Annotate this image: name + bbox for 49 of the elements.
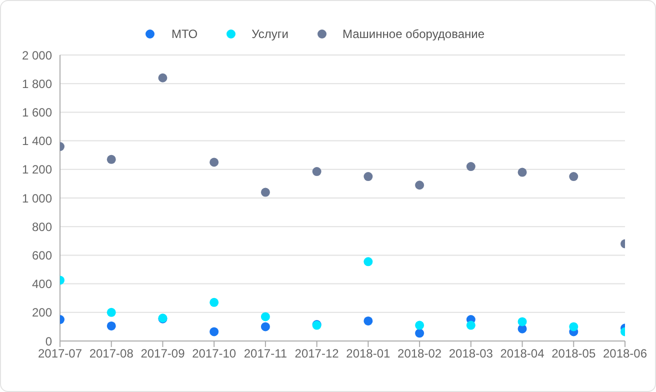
x-tick-label: 2018-01 <box>346 346 391 361</box>
x-tick-label: 2018-04 <box>500 346 545 361</box>
point <box>364 172 373 182</box>
point <box>210 158 219 167</box>
point <box>415 180 424 190</box>
legend-label: Машинное оборудование <box>342 27 485 41</box>
point <box>364 316 373 326</box>
y-tick-label: 1 600 <box>22 105 52 120</box>
point <box>260 322 270 332</box>
y-tick-label: 1 200 <box>22 162 52 177</box>
x-tick-label: 2018-05 <box>552 346 596 361</box>
x-tick-label: 2017-08 <box>89 346 134 361</box>
x-tick-label: 2017-07 <box>38 346 82 361</box>
y-tick-label: 2 000 <box>22 48 52 62</box>
point <box>210 298 219 307</box>
point <box>312 167 322 176</box>
point <box>260 312 270 322</box>
point <box>158 73 168 82</box>
point <box>106 154 116 164</box>
x-tick-label: 2017-11 <box>244 346 288 361</box>
y-tick-label: 0 <box>45 334 52 348</box>
point <box>466 162 476 172</box>
x-tick-label: 2018-06 <box>602 346 648 361</box>
point <box>466 320 476 330</box>
point <box>415 320 424 330</box>
point <box>518 168 527 177</box>
x-tick-label: 2017-09 <box>140 346 186 361</box>
y-tick-label: 400 <box>32 277 52 292</box>
point <box>364 257 373 266</box>
point <box>415 328 424 338</box>
point <box>106 308 116 317</box>
y-tick-label: 200 <box>32 306 52 320</box>
x-tick-label: 2018-03 <box>448 346 494 361</box>
point <box>518 317 527 326</box>
point <box>260 188 270 197</box>
point <box>569 322 578 332</box>
x-tick-label: 2017-12 <box>294 346 340 361</box>
y-tick-label: 1 400 <box>22 134 52 148</box>
point <box>569 172 578 182</box>
y-tick-label: 600 <box>32 248 52 262</box>
legend-label: Услуги <box>250 27 288 41</box>
point <box>210 327 219 336</box>
x-tick-label: 2018-02 <box>398 346 442 361</box>
y-tick-label: 800 <box>32 220 52 234</box>
y-tick-label: 1 800 <box>22 76 52 91</box>
legend-label: МТО <box>170 27 198 41</box>
y-tick-label: 1 000 <box>22 191 52 206</box>
x-tick-label: 2017-10 <box>192 346 236 361</box>
point <box>106 321 116 330</box>
